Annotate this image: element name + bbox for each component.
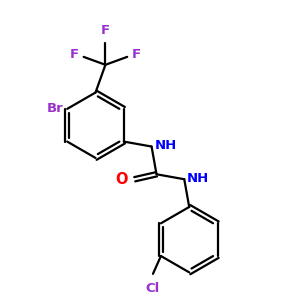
- Text: NH: NH: [187, 172, 209, 185]
- Text: NH: NH: [154, 139, 177, 152]
- Text: F: F: [101, 24, 110, 37]
- Text: F: F: [70, 48, 79, 62]
- Text: Br: Br: [46, 102, 63, 116]
- Text: O: O: [115, 172, 128, 187]
- Text: F: F: [132, 48, 141, 62]
- Text: Cl: Cl: [146, 282, 160, 295]
